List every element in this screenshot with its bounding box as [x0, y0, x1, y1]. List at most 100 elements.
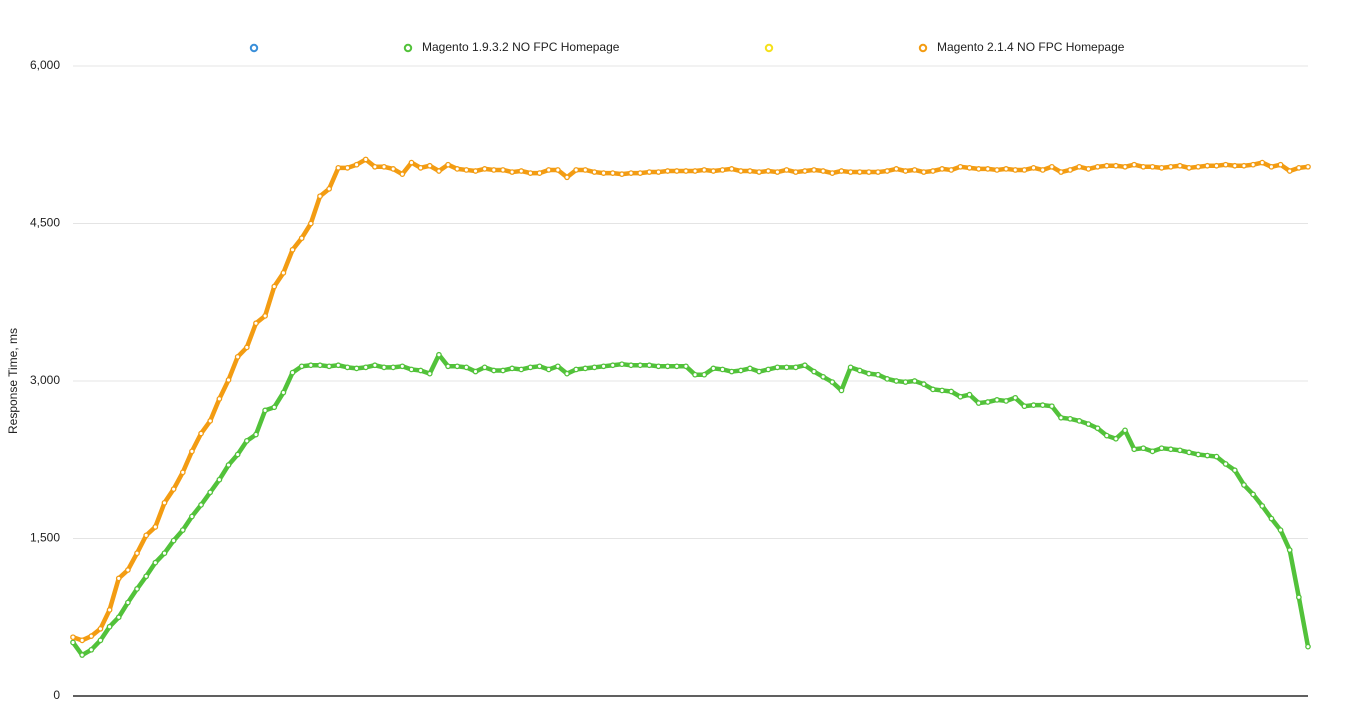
data-point: [179, 469, 186, 476]
data-point: [134, 550, 140, 557]
data-point: [564, 370, 570, 377]
data-point: [774, 169, 781, 175]
data-point: [619, 361, 625, 368]
y-tick-label: 3,000: [30, 373, 60, 387]
data-point: [1158, 165, 1165, 171]
data-point: [673, 168, 680, 174]
y-tick-label: 0: [53, 688, 60, 702]
data-point: [591, 169, 598, 175]
y-tick-label: 4,500: [30, 216, 60, 230]
legend-marker: [249, 43, 259, 53]
data-point: [1049, 163, 1055, 170]
data-point: [719, 167, 726, 173]
data-point: [198, 430, 204, 437]
data-point: [948, 167, 955, 173]
data-point: [829, 379, 836, 385]
data-point: [1076, 418, 1083, 424]
data-point: [1204, 452, 1211, 459]
data-point: [564, 174, 570, 181]
data-point: [1259, 159, 1266, 166]
data-point: [728, 166, 735, 172]
data-point: [1305, 163, 1311, 170]
data-point: [253, 320, 259, 327]
data-point: [884, 376, 891, 382]
data-point: [737, 168, 744, 174]
data-point: [838, 168, 845, 174]
data-point: [362, 156, 369, 163]
data-point: [1213, 162, 1220, 169]
y-axis-label: Response Time, ms: [6, 328, 20, 434]
data-point: [701, 371, 708, 378]
data-point: [545, 167, 552, 173]
data-point: [70, 639, 76, 646]
data-point: [454, 363, 461, 370]
data-point: [298, 363, 305, 370]
data-point: [902, 168, 909, 174]
data-point: [628, 170, 634, 176]
data-point: [390, 166, 397, 172]
data-point: [829, 170, 836, 176]
data-point: [344, 165, 351, 171]
data-point: [161, 499, 168, 506]
data-point: [728, 368, 735, 375]
data-point: [1177, 162, 1183, 169]
data-point: [911, 167, 918, 173]
data-point: [1003, 398, 1009, 404]
data-point: [1268, 515, 1275, 522]
data-point: [1268, 163, 1275, 170]
data-point: [1286, 168, 1293, 174]
data-point: [143, 573, 150, 580]
data-point: [463, 364, 470, 371]
data-point: [472, 368, 479, 375]
data-point: [445, 161, 451, 168]
data-point: [308, 220, 314, 227]
data-point: [975, 400, 982, 406]
data-point: [893, 166, 900, 172]
data-point: [1259, 503, 1266, 509]
data-point: [298, 235, 305, 242]
data-point: [582, 167, 589, 173]
data-point: [1149, 163, 1156, 170]
data-point: [1195, 163, 1202, 170]
data-point: [893, 378, 900, 384]
data-point: [957, 393, 964, 400]
data-point: [1186, 165, 1192, 171]
data-point: [97, 625, 104, 632]
data-point: [765, 168, 772, 174]
data-point: [866, 370, 872, 377]
data-point: [875, 371, 881, 378]
data-point: [957, 163, 964, 170]
data-point: [115, 575, 122, 582]
data-point: [920, 169, 927, 175]
data-point: [802, 168, 808, 174]
data-point: [1021, 167, 1028, 173]
data-point: [664, 363, 671, 370]
data-point: [1250, 161, 1256, 168]
data-point: [1039, 402, 1046, 408]
data-point: [1286, 547, 1293, 553]
data-point: [792, 364, 799, 371]
data-point: [1296, 594, 1302, 601]
data-point: [518, 168, 525, 174]
data-point: [984, 166, 991, 172]
data-point: [619, 171, 625, 177]
data-point: [1021, 403, 1028, 410]
data-point: [170, 537, 177, 544]
data-point: [381, 364, 387, 371]
data-point: [911, 378, 918, 384]
data-point: [490, 367, 497, 374]
data-point: [500, 367, 506, 374]
legend-marker: [918, 43, 928, 53]
data-point: [216, 395, 223, 402]
data-point: [948, 388, 955, 395]
data-point: [856, 169, 863, 175]
data-point: [1231, 162, 1238, 169]
data-point: [500, 167, 506, 173]
data-point: [1250, 491, 1256, 498]
data-point: [1277, 161, 1284, 168]
data-point: [362, 364, 369, 371]
data-point: [326, 186, 332, 192]
data-point: [1085, 166, 1092, 172]
data-point: [1131, 161, 1138, 168]
